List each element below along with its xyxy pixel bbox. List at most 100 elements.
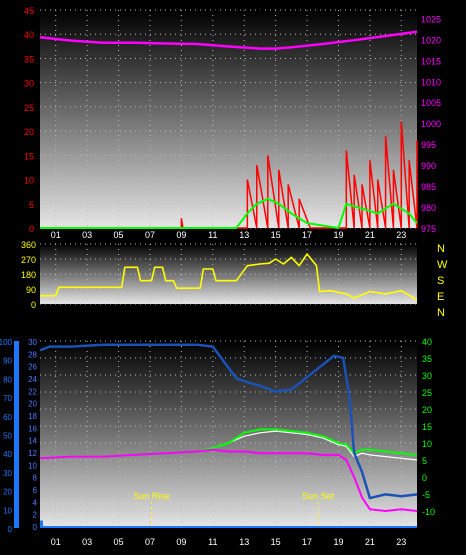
direction-tick-label: 360: [21, 240, 36, 250]
humidity-tick-label: 16: [28, 424, 37, 433]
temperature-tick-label: -5: [422, 490, 430, 500]
x-tick-label: 23: [396, 537, 406, 547]
x-tick-label: 13: [239, 230, 249, 240]
x-tick-label: 17: [302, 230, 312, 240]
pressure-tick-label: 995: [421, 140, 436, 150]
humidity-tick-label: 26: [28, 363, 37, 372]
humidity-tick-label: 20: [28, 400, 37, 409]
x-tick-label: 03: [82, 537, 92, 547]
x-tick-label: 17: [302, 537, 312, 547]
compass-letter: N: [437, 307, 445, 319]
temperature-tick-label: 10: [422, 439, 432, 449]
rain-tick-label: 40: [3, 450, 12, 459]
pressure-axis-title: Pressione: [372, 0, 421, 12]
temperature-tick-label: 15: [422, 422, 432, 432]
humidity-tick-label: 18: [28, 412, 37, 421]
x-tick-label: 13: [239, 537, 249, 547]
pressure-tick-label: 980: [421, 203, 436, 213]
x-tick-label: 11: [208, 537, 217, 547]
x-tick-label: 03: [82, 230, 92, 240]
wind-direction-plot-area: [40, 244, 417, 304]
x-tick-label: 09: [176, 230, 186, 240]
humidity-axis-title: Umidita: [67, 321, 105, 333]
rain-tick-label: 50: [3, 432, 12, 441]
wind-tick-label: 30: [24, 79, 34, 89]
chart-title: 24 hour graph (day 25 Febbraio 2022: [171, 0, 353, 12]
wind-axis-title: Forza vento: [35, 0, 93, 12]
wind-direction-grid: [40, 243, 417, 305]
pressure-tick-label: 1000: [421, 119, 441, 129]
temperature-tick-label: 5: [422, 456, 427, 466]
direction-tick-label: 180: [21, 270, 36, 280]
pressure-tick-label: 1020: [421, 35, 441, 45]
wind-tick-label: 35: [24, 54, 34, 64]
pressure-tick-label: 1005: [421, 98, 441, 108]
temperature-tick-label: -10: [422, 507, 435, 517]
x-tick-label: 01: [51, 230, 61, 240]
humidity-tick-label: 4: [33, 498, 38, 507]
rain-tick-label: 0: [8, 525, 13, 534]
direction-tick-label: 90: [26, 285, 36, 295]
wind-average-line: [40, 197, 418, 229]
humidity-tick-label: 30: [28, 338, 37, 347]
temperature-tick-label: 40: [422, 337, 432, 347]
x-tick-label: 21: [365, 537, 375, 547]
humidity-tick-label: 2: [33, 511, 38, 520]
humidity-tick-label: 24: [28, 375, 37, 384]
pressure-y-axis-ticks: 975 980 985 990 995 1000 1005 1010 1015 1020 1025: [421, 14, 441, 234]
wind-tick-label: 25: [24, 103, 34, 113]
rain-tick-label: 30: [3, 469, 12, 478]
humidity-tick-label: 0: [33, 523, 38, 532]
dewpoint-line: [39, 448, 418, 512]
rain-tick-label: 60: [3, 413, 12, 422]
x-tick-label: 21: [365, 230, 375, 240]
compass-letter: W: [437, 259, 448, 271]
pressure-line: [39, 30, 418, 50]
humidity-tick-label: 14: [28, 437, 37, 446]
humidity-temp-plot-area: [40, 341, 417, 528]
compass-letter: E: [437, 291, 444, 303]
x-tick-label: 19: [333, 537, 343, 547]
wind-tick-label: 20: [24, 127, 34, 137]
rain-axis-title: Pioggia: [1, 321, 39, 333]
humidity-x-axis-ticks: 01 03 05 07 09 11 13 15 17 19 21 23: [51, 537, 407, 547]
temperature-tick-label: 30: [422, 371, 432, 381]
rain-tick-label: 100: [0, 338, 13, 347]
wind-direction-line: [40, 253, 418, 301]
windchill-legend: Windchill: [246, 321, 290, 333]
sun-marker-label: Sun Rise: [133, 491, 170, 501]
temperature-tick-label: 20: [422, 405, 432, 415]
x-tick-label: 07: [145, 230, 155, 240]
wind-tick-label: 15: [24, 151, 34, 161]
wind-direction-series: [40, 253, 418, 301]
humidity-line: [39, 343, 418, 500]
humidity-tick-label: 6: [33, 486, 38, 495]
pressure-tick-label: 990: [421, 161, 436, 171]
wind-tick-label: 5: [29, 200, 34, 210]
rain-y-axis-ticks: 0 10 20 30 40 50 60 70 80 90 100: [0, 338, 13, 534]
x-tick-label: 05: [114, 230, 124, 240]
x-tick-label: 19: [333, 230, 343, 240]
dewpoint-legend: Dew Point (°C): [393, 321, 466, 333]
humidity-tick-label: 10: [28, 461, 37, 470]
x-tick-label: 11: [208, 230, 217, 240]
temperature-legend: Temperatura: [313, 321, 376, 333]
wind-tick-label: 10: [24, 176, 34, 186]
pressure-tick-label: 1025: [421, 14, 441, 24]
pressure-tick-label: 1010: [421, 77, 441, 87]
pressure-tick-label: 1015: [421, 56, 441, 66]
humidity-tick-label: 8: [33, 474, 38, 483]
rain-tick-label: 90: [3, 357, 12, 366]
x-tick-label: 15: [271, 230, 281, 240]
humidity-tick-label: 28: [28, 350, 37, 359]
sun-annotations: Sun Rise Sun Set: [133, 491, 335, 528]
rain-tick-label: 20: [3, 488, 12, 497]
sun-marker-label: Sun Set: [302, 491, 335, 501]
direction-y-axis-ticks: 0 90 180 270 360: [21, 240, 36, 310]
temperature-y-axis-ticks: -10 -5 0 5 10 15 20 25 30 35 40: [422, 337, 435, 517]
pressure-tick-label: 985: [421, 182, 436, 192]
